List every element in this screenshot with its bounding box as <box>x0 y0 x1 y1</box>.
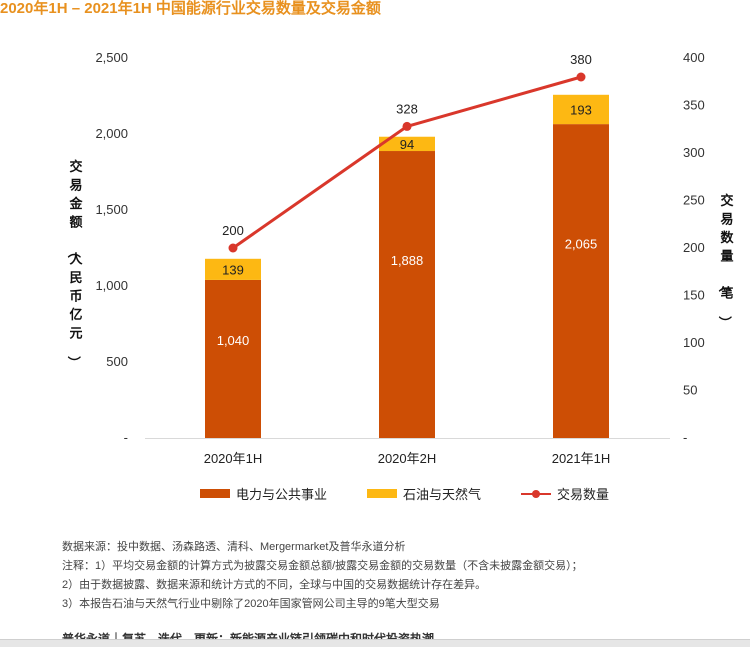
legend-item-oil-gas[interactable]: 石油与天然气 <box>367 484 481 503</box>
note-source: 数据来源：投中数据、汤森路透、清科、Mergermarket及普华永道分析 <box>62 541 406 553</box>
y-left-tick-label: 2,500 <box>95 50 128 65</box>
note-1: 注释：1）平均交易金额的计算方式为披露交易金额总额/披露交易金额的交易数量（不含… <box>62 560 583 572</box>
bar-power-utilities <box>379 151 435 439</box>
legend-label-power: 电力与公共事业 <box>236 487 328 502</box>
x-tick-label: 2020年1H <box>204 451 263 466</box>
legend-swatch-oil-gas <box>367 489 398 498</box>
point-deal-count <box>576 72 586 82</box>
legend-swatch-power <box>200 489 230 498</box>
legend-item-deal-count[interactable]: 交易数量 <box>521 484 609 503</box>
bar-oil-gas <box>379 136 435 152</box>
y-right-tick-label: - <box>683 430 687 445</box>
point-label-deal-count: 200 <box>222 223 244 238</box>
y-right-tick-label: 50 <box>683 383 697 398</box>
bottom-bar <box>0 639 750 647</box>
bar-power-utilities <box>205 279 261 438</box>
legend-label-deal-count: 交易数量 <box>557 487 610 502</box>
y-right-tick-label: 150 <box>683 288 705 303</box>
y-right-tick-label: 400 <box>683 50 705 65</box>
chart-legend: 电力与公共事业 石油与天然气 交易数量 <box>200 484 609 503</box>
x-tick-label: 2020年2H <box>378 451 437 466</box>
y-left-tick-label: 2,000 <box>95 126 128 141</box>
bar-label-oil-gas: 94 <box>400 137 414 152</box>
point-deal-count <box>402 121 412 131</box>
bar-label-power-utilities: 1,040 <box>217 333 250 348</box>
y-right-tick-label: 100 <box>683 335 705 350</box>
bar-label-oil-gas: 139 <box>222 262 244 277</box>
y-right-tick-label: 200 <box>683 240 705 255</box>
y-right-tick-label: 250 <box>683 193 705 208</box>
legend-item-power[interactable]: 电力与公共事业 <box>200 484 327 503</box>
y-left-axis-title: 交易金额（人民币亿元） <box>66 159 83 369</box>
y-right-tick-label: 300 <box>683 145 705 160</box>
bar-power-utilities <box>553 124 609 439</box>
y-left-tick-label: 500 <box>106 354 128 369</box>
footer-text: 普华永道｜复苏、迭代、更新：新能源产业链引领碳中和时代投资热潮 <box>62 632 435 639</box>
point-label-deal-count: 328 <box>396 101 418 116</box>
y-left-tick-label: 1,500 <box>95 202 128 217</box>
chart-notes: 数据来源：投中数据、汤森路透、清科、Mergermarket及普华永道分析 注释… <box>62 538 583 614</box>
point-label-deal-count: 380 <box>570 52 592 67</box>
bar-label-power-utilities: 2,065 <box>565 236 598 251</box>
bar-label-oil-gas: 193 <box>570 102 592 117</box>
point-deal-count <box>228 243 238 253</box>
chart-title: 2020年1H – 2021年1H 中国能源行业交易数量及交易金额 <box>0 0 381 17</box>
chart-plot: - 500 1,000 1,500 2,000 2,500 - 50 100 150 200 250 3… <box>66 50 734 466</box>
y-right-tick-label: 350 <box>683 98 705 113</box>
y-right-axis-title: 交易数量（笔） <box>717 193 734 329</box>
bar-oil-gas <box>205 258 261 280</box>
y-left-tick-label: 1,000 <box>95 278 128 293</box>
note-2: 2）由于数据披露、数据来源和统计方式的不同，全球与中国的交易数据统计存在差异。 <box>62 579 487 591</box>
legend-swatch-deal-count <box>521 489 552 499</box>
bar-oil-gas <box>553 94 609 125</box>
bar-label-power-utilities: 1,888 <box>391 253 424 268</box>
y-left-tick-label: - <box>124 430 128 445</box>
x-tick-label: 2021年1H <box>552 451 611 466</box>
note-3: 3）本报告石油与天然气行业中剔除了2020年国家管网公司主导的9笔大型交易 <box>62 598 440 610</box>
legend-label-oil-gas: 石油与天然气 <box>403 487 482 502</box>
